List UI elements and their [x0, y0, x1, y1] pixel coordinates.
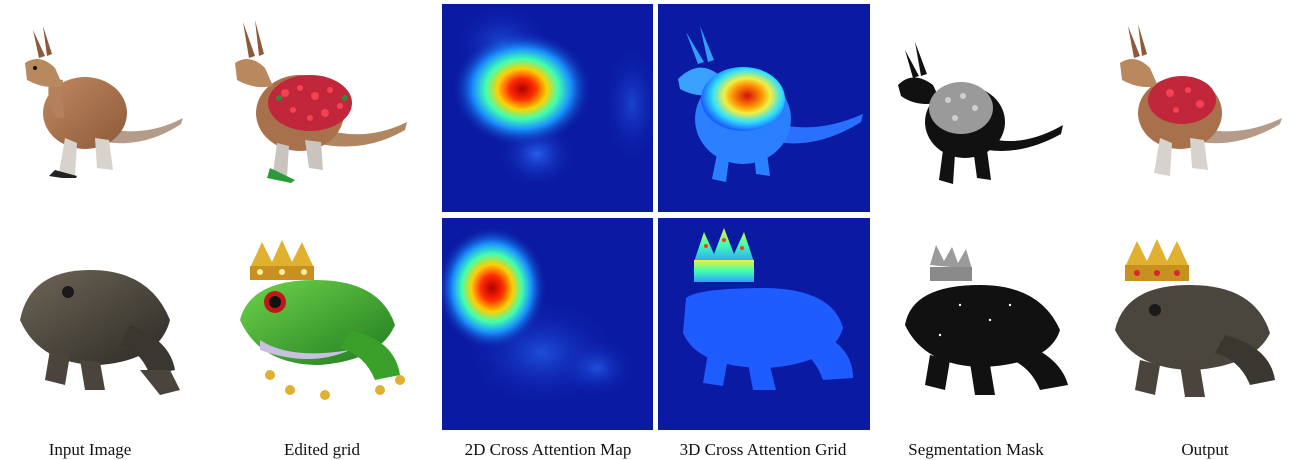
segmentation-mask-kangaroo — [893, 30, 1068, 190]
cross-attention-2d-kangaroo — [442, 4, 653, 212]
caption-edited-grid: Edited grid — [283, 440, 360, 459]
caption-input-image: Input Image — [48, 440, 132, 459]
caption-2d-cross-attention-map: 2D Cross Attention Map — [464, 440, 632, 459]
segmentation-mask-frog — [900, 245, 1075, 405]
input-image-kangaroo — [5, 18, 185, 178]
caption-3d-cross-attention-grid: 3D Cross Attention Grid — [679, 440, 847, 459]
output-frog — [1105, 235, 1285, 410]
cross-attention-2d-frog — [442, 218, 653, 430]
edited-grid-kangaroo — [215, 18, 410, 183]
output-kangaroo — [1100, 18, 1285, 178]
edited-grid-frog — [230, 240, 410, 410]
caption-segmentation-mask: Segmentation Mask — [908, 440, 1044, 459]
input-image-frog — [10, 250, 185, 400]
caption-output: Output — [1181, 440, 1229, 459]
cross-attention-3d-frog — [658, 218, 870, 430]
cross-attention-3d-kangaroo — [658, 4, 870, 212]
